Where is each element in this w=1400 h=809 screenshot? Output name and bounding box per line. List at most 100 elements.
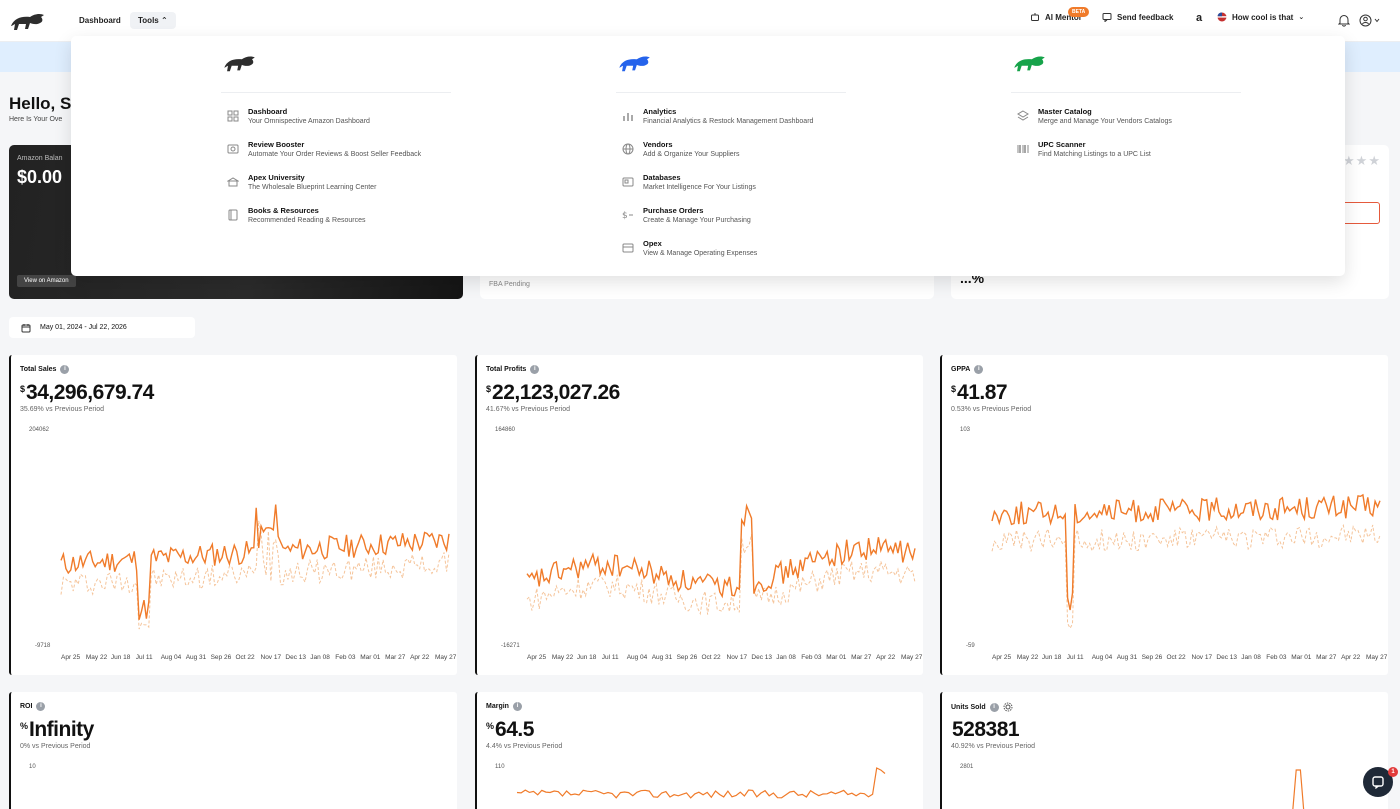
x-axis-label: Aug 31 [186, 654, 207, 661]
x-axis-label: Apr 25 [61, 654, 81, 661]
x-axis-label: Dec 13 [1216, 654, 1237, 661]
nav-dashboard[interactable]: Dashboard [71, 12, 129, 29]
metric-card-roi: ROI i % Infinity 0% vs Previous Period 10 [9, 692, 457, 809]
x-axis-label: Aug 31 [652, 654, 673, 661]
info-icon[interactable]: i [60, 365, 69, 374]
nav-tools[interactable]: Tools ⌃ [130, 12, 176, 29]
info-icon[interactable]: i [530, 365, 539, 374]
info-icon[interactable]: i [36, 702, 45, 711]
menu-item-text: Review Booster Automate Your Order Review… [248, 140, 421, 158]
book-icon [227, 209, 239, 221]
date-range-picker[interactable]: May 01, 2024 - Jul 22, 2026 [9, 317, 195, 338]
y-axis-min: -9718 [35, 643, 51, 649]
y-axis-max: 164860 [495, 427, 516, 433]
menu-item-dashboard[interactable]: Dashboard Your Omnispective Amazon Dashbo… [227, 107, 370, 125]
feedback-icon [1102, 12, 1112, 22]
chevron-down-icon: ⌄ [1298, 13, 1304, 21]
menu-item-title: Databases [643, 173, 756, 182]
fba-pending-label: FBA Pending [489, 281, 530, 288]
bar-chart-icon [622, 110, 634, 122]
x-axis-label: Aug 04 [161, 654, 182, 661]
menu-item-analytics[interactable]: Analytics Financial Analytics & Restock M… [622, 107, 813, 125]
x-axis-label: Jun 18 [1042, 654, 1062, 661]
metric-number: 22,123,027.26 [492, 381, 620, 405]
metric-title-text: GPPA [951, 366, 970, 373]
x-axis-label: Oct 22 [236, 654, 256, 661]
x-axis-label: Sep 26 [1142, 654, 1163, 661]
account-selector[interactable]: How cool is that ⌄ [1217, 12, 1304, 22]
menu-item-databases[interactable]: Databases Market Intelligence For Your Li… [622, 173, 756, 191]
menu-item-review-booster[interactable]: Review Booster Automate Your Order Review… [227, 140, 421, 158]
metric-number: 34,296,679.74 [26, 381, 154, 405]
metric-change: 41.67% vs Previous Period [486, 406, 570, 413]
menu-item-title: Analytics [643, 107, 813, 116]
metric-title: GPPA i [951, 365, 983, 374]
product-logo-icon [221, 51, 259, 75]
menu-item-text: Purchase Orders Create & Manage Your Purc… [643, 206, 751, 224]
gear-icon[interactable] [1003, 702, 1013, 712]
x-axis-label: Mar 01 [360, 654, 381, 661]
x-axis-label: May 27 [435, 654, 457, 661]
metric-title: ROI i [20, 702, 45, 711]
star-rating: ★★★ [1343, 153, 1381, 169]
metric-change: 4.4% vs Previous Period [486, 743, 562, 750]
current-period-series [517, 768, 885, 798]
metric-title-text: Units Sold [951, 704, 986, 711]
x-axis-label: Apr 25 [527, 654, 547, 661]
x-axis-label: Jan 08 [776, 654, 796, 661]
x-axis-label: Jan 08 [1241, 654, 1261, 661]
menu-item-description: Create & Manage Your Purchasing [643, 217, 751, 224]
info-icon[interactable]: i [974, 365, 983, 374]
x-axis-label: Oct 22 [702, 654, 722, 661]
menu-item-title: Purchase Orders [643, 206, 751, 215]
x-axis-label: Apr 25 [992, 654, 1012, 661]
menu-item-title: Master Catalog [1038, 107, 1172, 116]
chat-notification-badge: 1 [1388, 767, 1398, 777]
menu-separator [1011, 92, 1241, 93]
menu-item-description: Recommended Reading & Resources [248, 217, 366, 224]
x-axis-label: Dec 13 [285, 654, 306, 661]
bull-logo-icon[interactable] [8, 8, 48, 34]
menu-item-vendors[interactable]: Vendors Add & Organize Your Suppliers [622, 140, 740, 158]
view-on-amazon-button[interactable]: View on Amazon [17, 275, 76, 287]
y-axis-max: 103 [960, 427, 971, 433]
menu-item-purchase-orders[interactable]: $ Purchase Orders Create & Manage Your Pu… [622, 206, 751, 224]
x-axis-label: May 27 [901, 654, 923, 661]
metric-chart: 103-59Apr 25 May 22 Jun 18 Jul 11 Aug 04 Aug … [942, 419, 1388, 675]
menu-item-description: Financial Analytics & Restock Management… [643, 118, 813, 125]
beta-badge: BETA [1068, 7, 1089, 17]
y-axis-min: -16271 [501, 643, 520, 649]
info-icon[interactable]: i [513, 702, 522, 711]
layers-icon [1017, 110, 1029, 122]
y-axis-max: 2801 [960, 764, 974, 770]
x-axis-label: Sep 26 [211, 654, 232, 661]
menu-item-opex[interactable]: Opex View & Manage Operating Expenses [622, 239, 757, 257]
info-icon[interactable]: i [990, 703, 999, 712]
menu-item-apex-university[interactable]: Apex University The Wholesale Blueprint L… [227, 173, 376, 191]
account-label: How cool is that [1232, 13, 1293, 22]
x-axis-label: Jun 18 [111, 654, 131, 661]
metric-title-text: Total Sales [20, 366, 56, 373]
greeting-subtitle: Here Is Your Ove [9, 116, 62, 123]
menu-item-title: Dashboard [248, 107, 370, 116]
send-feedback-button[interactable]: Send feedback [1102, 12, 1173, 22]
x-axis-label: Mar 27 [385, 654, 406, 661]
x-axis-label: May 22 [1017, 654, 1039, 661]
bell-icon[interactable] [1338, 14, 1350, 27]
metric-chart: 204062 -9718 Apr 25 May 22 Jun 18 Jul 11 Aug 0… [11, 419, 457, 675]
tools-dropdown-menu: Dashboard Your Omnispective Amazon Dashbo… [71, 36, 1345, 276]
x-axis-label: Aug 04 [1092, 654, 1113, 661]
amazon-icon[interactable]: a [1196, 12, 1202, 24]
globe-icon [622, 143, 634, 155]
menu-item-books-resources[interactable]: Books & Resources Recommended Reading & R… [227, 206, 366, 224]
user-menu-icon[interactable] [1359, 14, 1381, 27]
metric-number: 64.5 [495, 718, 534, 742]
x-axis-label: Jul 11 [136, 654, 153, 661]
menu-item-master-catalog[interactable]: Master Catalog Merge and Manage Your Vend… [1017, 107, 1172, 125]
menu-item-upc-scanner[interactable]: UPC Scanner Find Matching Listings to a U… [1017, 140, 1151, 158]
menu-item-description: Add & Organize Your Suppliers [643, 151, 740, 158]
card-icon [622, 242, 634, 254]
metric-chart: 2801 [942, 756, 1388, 809]
menu-item-text: Vendors Add & Organize Your Suppliers [643, 140, 740, 158]
svg-text:$: $ [622, 211, 628, 221]
